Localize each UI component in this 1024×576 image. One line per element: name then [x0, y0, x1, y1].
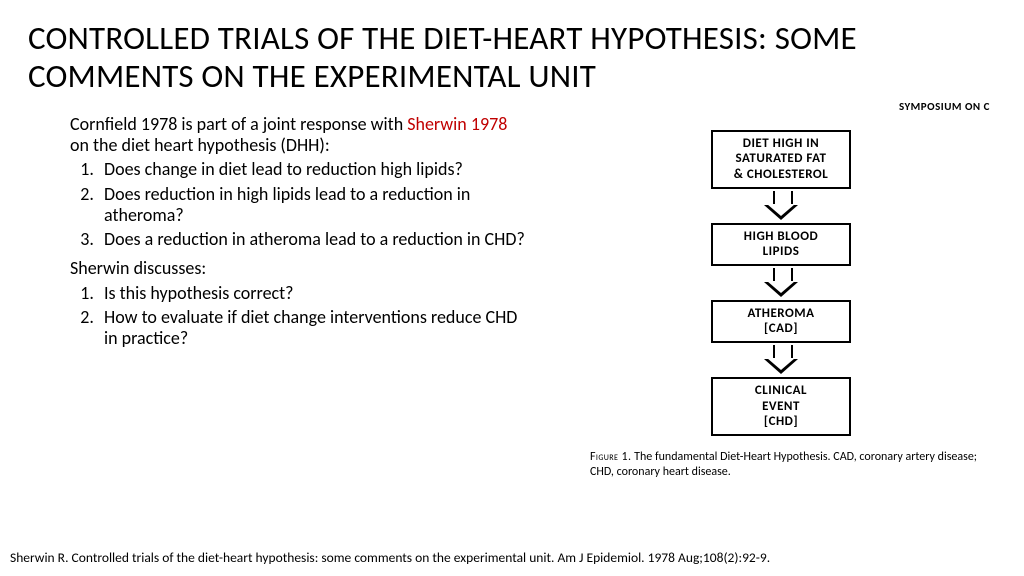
intro-pre: Cornfield 1978 is part of a joint respon…	[70, 113, 407, 135]
corner-label: SYMPOSIUM ON C	[899, 100, 990, 113]
list-item: Does reduction in high lipids lead to a …	[98, 184, 528, 225]
list-item: Does a reduction in atheroma lead to a r…	[98, 229, 528, 250]
question-list-1: Does change in diet lead to reduction hi…	[70, 159, 528, 250]
flow-node: DIET HIGH INSATURATED FAT& CHOLESTEROL	[711, 130, 851, 189]
citation-footer: Sherwin R. Controlled trials of the diet…	[10, 550, 1014, 566]
slide-title: CONTROLLED TRIALS OF THE DIET-HEART HYPO…	[28, 20, 996, 96]
intro-post: on the diet heart hypothesis (DHH):	[70, 134, 330, 156]
question-list-2: Is this hypothesis correct? How to evalu…	[70, 283, 528, 349]
flowchart: DIET HIGH INSATURATED FAT& CHOLESTEROL H…	[566, 130, 996, 436]
list-item: Does change in diet lead to reduction hi…	[98, 159, 528, 180]
caption-body: The fundamental Diet-Heart Hypothesis. C…	[590, 450, 977, 479]
flow-node: HIGH BLOODLIPIDS	[711, 223, 851, 266]
arrow-down-icon	[764, 191, 798, 221]
flowchart-figure: SYMPOSIUM ON C DIET HIGH INSATURATED FAT…	[566, 104, 996, 480]
diagram-column: SYMPOSIUM ON C DIET HIGH INSATURATED FAT…	[546, 114, 996, 357]
text-column: Cornfield 1978 is part of a joint respon…	[28, 114, 528, 357]
slide: CONTROLLED TRIALS OF THE DIET-HEART HYPO…	[0, 0, 1024, 576]
list-item: How to evaluate if diet change intervent…	[98, 307, 528, 348]
body-row: Cornfield 1978 is part of a joint respon…	[28, 114, 996, 357]
figure-caption: Figure 1. The fundamental Diet-Heart Hyp…	[566, 450, 996, 480]
intro-highlight: Sherwin 1978	[407, 113, 507, 135]
flow-node: ATHEROMA[CAD]	[711, 300, 851, 343]
list-item: Is this hypothesis correct?	[98, 283, 528, 304]
caption-lead: Figure 1.	[590, 450, 631, 464]
arrow-down-icon	[764, 268, 798, 298]
arrow-down-icon	[764, 345, 798, 375]
sherwin-label: Sherwin discusses:	[70, 258, 528, 279]
intro-paragraph: Cornfield 1978 is part of a joint respon…	[70, 114, 528, 155]
flow-node: CLINICALEVENT[CHD]	[711, 377, 851, 436]
